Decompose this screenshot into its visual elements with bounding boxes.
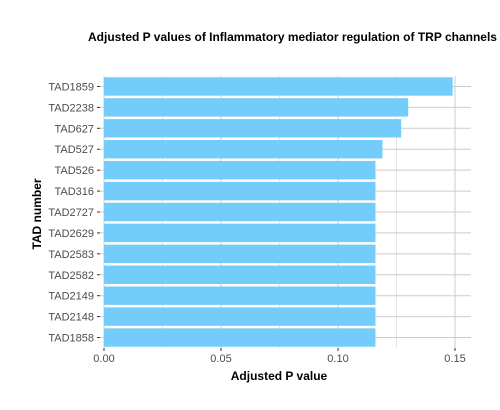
bar-tad526 (104, 160, 376, 180)
y-axis: TAD1859 TAD2238 TAD627 TAD527 TAD526 TAD316 TA… (48, 81, 100, 345)
chart-title: Adjusted P values of Inflammatory mediat… (88, 30, 500, 44)
bar-tad2238 (104, 98, 409, 117)
x-axis-title: Adjusted P value (231, 369, 328, 383)
bar-tad2149 (104, 286, 376, 305)
bar-tad2148 (104, 307, 376, 326)
y-tick-label: TAD527 (54, 144, 94, 156)
bar-tad1858 (104, 328, 376, 347)
y-tick-label: TAD526 (54, 165, 94, 177)
bar-tad316 (104, 181, 376, 201)
bars (104, 77, 453, 347)
x-tick-label: 0.10 (327, 353, 348, 365)
x-axis: 0.00 0.05 0.10 0.15 (93, 348, 466, 365)
y-tick-label: TAD2583 (48, 249, 94, 261)
y-tick-label: TAD2727 (48, 207, 94, 219)
bar-tad627 (104, 119, 402, 138)
y-tick-label: TAD627 (54, 123, 94, 135)
y-tick-label: TAD316 (54, 186, 94, 198)
bar-tad1859 (104, 77, 453, 96)
y-tick-label: TAD2238 (48, 102, 94, 114)
y-tick-label: TAD2629 (48, 228, 94, 240)
y-tick-label: TAD2582 (48, 270, 94, 282)
x-tick-label: 0.15 (444, 353, 465, 365)
bar-tad2629 (104, 223, 376, 243)
y-tick-label: TAD2149 (48, 291, 94, 303)
x-tick-label: 0.05 (210, 353, 231, 365)
bar-tad2583 (104, 244, 376, 264)
bar-tad527 (104, 140, 383, 159)
bar-tad2727 (104, 202, 376, 222)
y-axis-title: TAD number (30, 178, 44, 249)
y-tick-label: TAD1858 (48, 333, 94, 345)
bar-tad2582 (104, 265, 376, 284)
y-tick-label: TAD2148 (48, 312, 94, 324)
x-tick-label: 0.00 (93, 353, 114, 365)
y-tick-label: TAD1859 (48, 81, 94, 93)
